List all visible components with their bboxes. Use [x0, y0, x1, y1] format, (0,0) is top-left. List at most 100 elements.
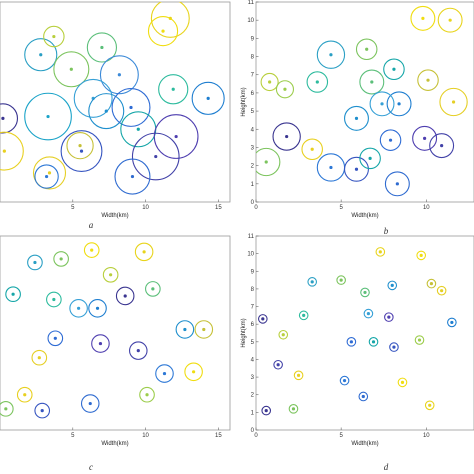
- center-point: [354, 167, 359, 171]
- center-point: [109, 273, 113, 277]
- coverage-circle: [0, 103, 19, 134]
- coverage-circle: [66, 131, 94, 160]
- coverage-circle: [69, 299, 88, 318]
- panel-caption: c: [89, 462, 93, 472]
- y-axis-label: Height(km): [241, 87, 247, 116]
- center-point: [368, 156, 372, 160]
- coverage-circle: [32, 156, 67, 190]
- coverage-circle: [175, 320, 195, 339]
- y-tick-label: 8: [251, 287, 255, 293]
- coverage-circle: [0, 401, 14, 417]
- coverage-circle: [129, 341, 148, 360]
- center-point: [136, 349, 140, 353]
- coverage-circle: [416, 250, 427, 261]
- coverage-circle: [307, 277, 318, 287]
- coverage-circle: [359, 147, 381, 170]
- coverage-circle: [339, 375, 350, 386]
- x-tick-label: 5: [71, 205, 75, 211]
- y-tick-label: 11: [248, 0, 255, 6]
- center-point: [40, 409, 44, 413]
- coverage-circle: [368, 337, 379, 347]
- y-tick-label: 10: [247, 252, 254, 258]
- y-tick-label: 3: [251, 145, 255, 151]
- coverage-circle: [424, 400, 435, 411]
- center-point: [387, 315, 391, 319]
- center-point: [392, 345, 396, 349]
- center-point: [366, 312, 371, 316]
- coverage-circle: [436, 285, 447, 296]
- coverage-circle: [46, 291, 62, 308]
- plot-area: [255, 235, 474, 431]
- y-tick-label: 1: [251, 182, 255, 188]
- coverage-circle: [384, 171, 410, 197]
- coverage-circle: [375, 247, 386, 257]
- center-point: [264, 160, 268, 164]
- coverage-circle: [272, 122, 301, 151]
- coverage-circle: [426, 278, 437, 289]
- coverage-circle: [359, 69, 385, 95]
- center-point: [380, 102, 384, 106]
- center-point: [448, 18, 452, 22]
- center-point: [47, 171, 52, 175]
- coverage-circle: [88, 299, 107, 318]
- center-point: [78, 144, 82, 148]
- center-point: [361, 394, 365, 399]
- center-point: [342, 379, 347, 383]
- coverage-circle: [24, 38, 58, 72]
- panel-b: 0 5 10 0 1 2 3 4 5 6 7 8 9 10 11 Width(km) Height(km) b: [241, 0, 474, 236]
- x-tick-label: 10: [423, 205, 430, 211]
- coverage-circle: [273, 359, 283, 370]
- center-point: [283, 87, 287, 91]
- center-point: [192, 370, 196, 374]
- coverage-circle: [150, 2, 190, 38]
- center-point: [136, 127, 140, 131]
- coverage-circle: [134, 242, 154, 262]
- y-tick-label: 0: [251, 200, 255, 206]
- coverage-circle: [194, 320, 214, 339]
- coverage-circle: [102, 266, 119, 283]
- center-point: [451, 100, 456, 104]
- center-point: [37, 356, 41, 360]
- coverage-circle: [363, 308, 374, 319]
- y-tick-label: 5: [251, 340, 255, 346]
- coverage-circle: [417, 69, 439, 91]
- center-point: [370, 80, 374, 84]
- plot-area: [255, 1, 474, 203]
- coverage-circle: [439, 87, 468, 117]
- points-layer: [0, 2, 225, 195]
- coverage-circle: [80, 394, 100, 413]
- center-point: [46, 114, 50, 119]
- coverage-circle: [114, 158, 151, 195]
- coverage-circle: [24, 92, 72, 141]
- x-axis-label: Width(km): [351, 441, 378, 447]
- center-point: [183, 327, 187, 332]
- center-point: [302, 313, 306, 317]
- center-point: [310, 280, 314, 284]
- coverage-circle: [275, 80, 295, 99]
- coverage-circle: [447, 317, 457, 328]
- coverage-circle: [147, 15, 179, 47]
- y-tick-label: 11: [248, 234, 255, 240]
- coverage-circle: [16, 386, 33, 403]
- center-point: [421, 16, 425, 20]
- coverage-circle: [139, 386, 155, 403]
- coverage-circle: [73, 78, 113, 118]
- plot-area: [0, 1, 231, 203]
- coverage-circle: [346, 337, 357, 347]
- coverage-circle: [261, 405, 272, 416]
- coverage-circle: [410, 5, 436, 31]
- y-tick-label: 3: [251, 375, 255, 381]
- coverage-circle: [256, 147, 281, 177]
- x-tick-label: 5: [339, 205, 343, 211]
- center-point: [419, 253, 423, 257]
- center-point: [52, 297, 56, 302]
- coverage-circle: [0, 131, 24, 171]
- center-point: [264, 409, 268, 413]
- coverage-circle: [389, 342, 399, 352]
- x-tick-label: 15: [215, 205, 222, 211]
- center-point: [371, 340, 376, 344]
- center-point: [378, 250, 382, 254]
- x-tick-label: 0: [254, 205, 258, 211]
- coverage-circle: [379, 129, 402, 151]
- center-point: [142, 250, 146, 254]
